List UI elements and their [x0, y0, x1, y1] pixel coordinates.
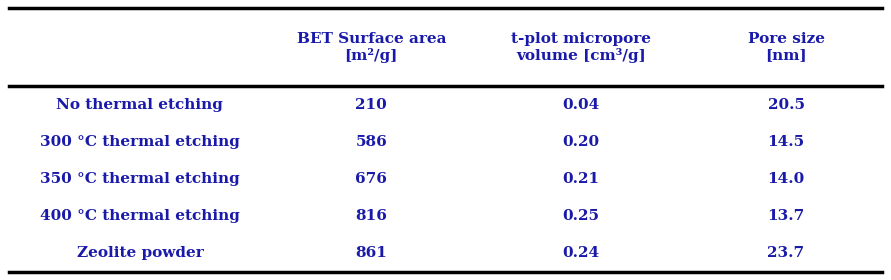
Text: 676: 676	[356, 172, 388, 186]
Text: 586: 586	[356, 135, 388, 149]
Text: Zeolite powder: Zeolite powder	[77, 246, 203, 260]
Text: 20.5: 20.5	[767, 98, 805, 112]
Text: 861: 861	[356, 246, 388, 260]
Text: 300 °C thermal etching: 300 °C thermal etching	[40, 135, 240, 149]
Text: 400 °C thermal etching: 400 °C thermal etching	[40, 209, 240, 223]
Text: 0.25: 0.25	[562, 209, 600, 223]
Text: 350 °C thermal etching: 350 °C thermal etching	[40, 172, 240, 186]
Text: 14.5: 14.5	[767, 135, 805, 149]
Text: 210: 210	[356, 98, 388, 112]
Text: 0.21: 0.21	[562, 172, 600, 186]
Text: 23.7: 23.7	[767, 246, 805, 260]
Text: 0.24: 0.24	[562, 246, 600, 260]
Text: t-plot micropore
volume [cm³/g]: t-plot micropore volume [cm³/g]	[511, 32, 650, 63]
Text: BET Surface area
[m²/g]: BET Surface area [m²/g]	[297, 32, 446, 63]
Text: 0.20: 0.20	[562, 135, 600, 149]
Text: No thermal etching: No thermal etching	[56, 98, 224, 112]
Text: 13.7: 13.7	[767, 209, 805, 223]
Text: 0.04: 0.04	[562, 98, 600, 112]
Text: 816: 816	[356, 209, 388, 223]
Text: 14.0: 14.0	[767, 172, 805, 186]
Text: Pore size
[nm]: Pore size [nm]	[748, 32, 824, 62]
